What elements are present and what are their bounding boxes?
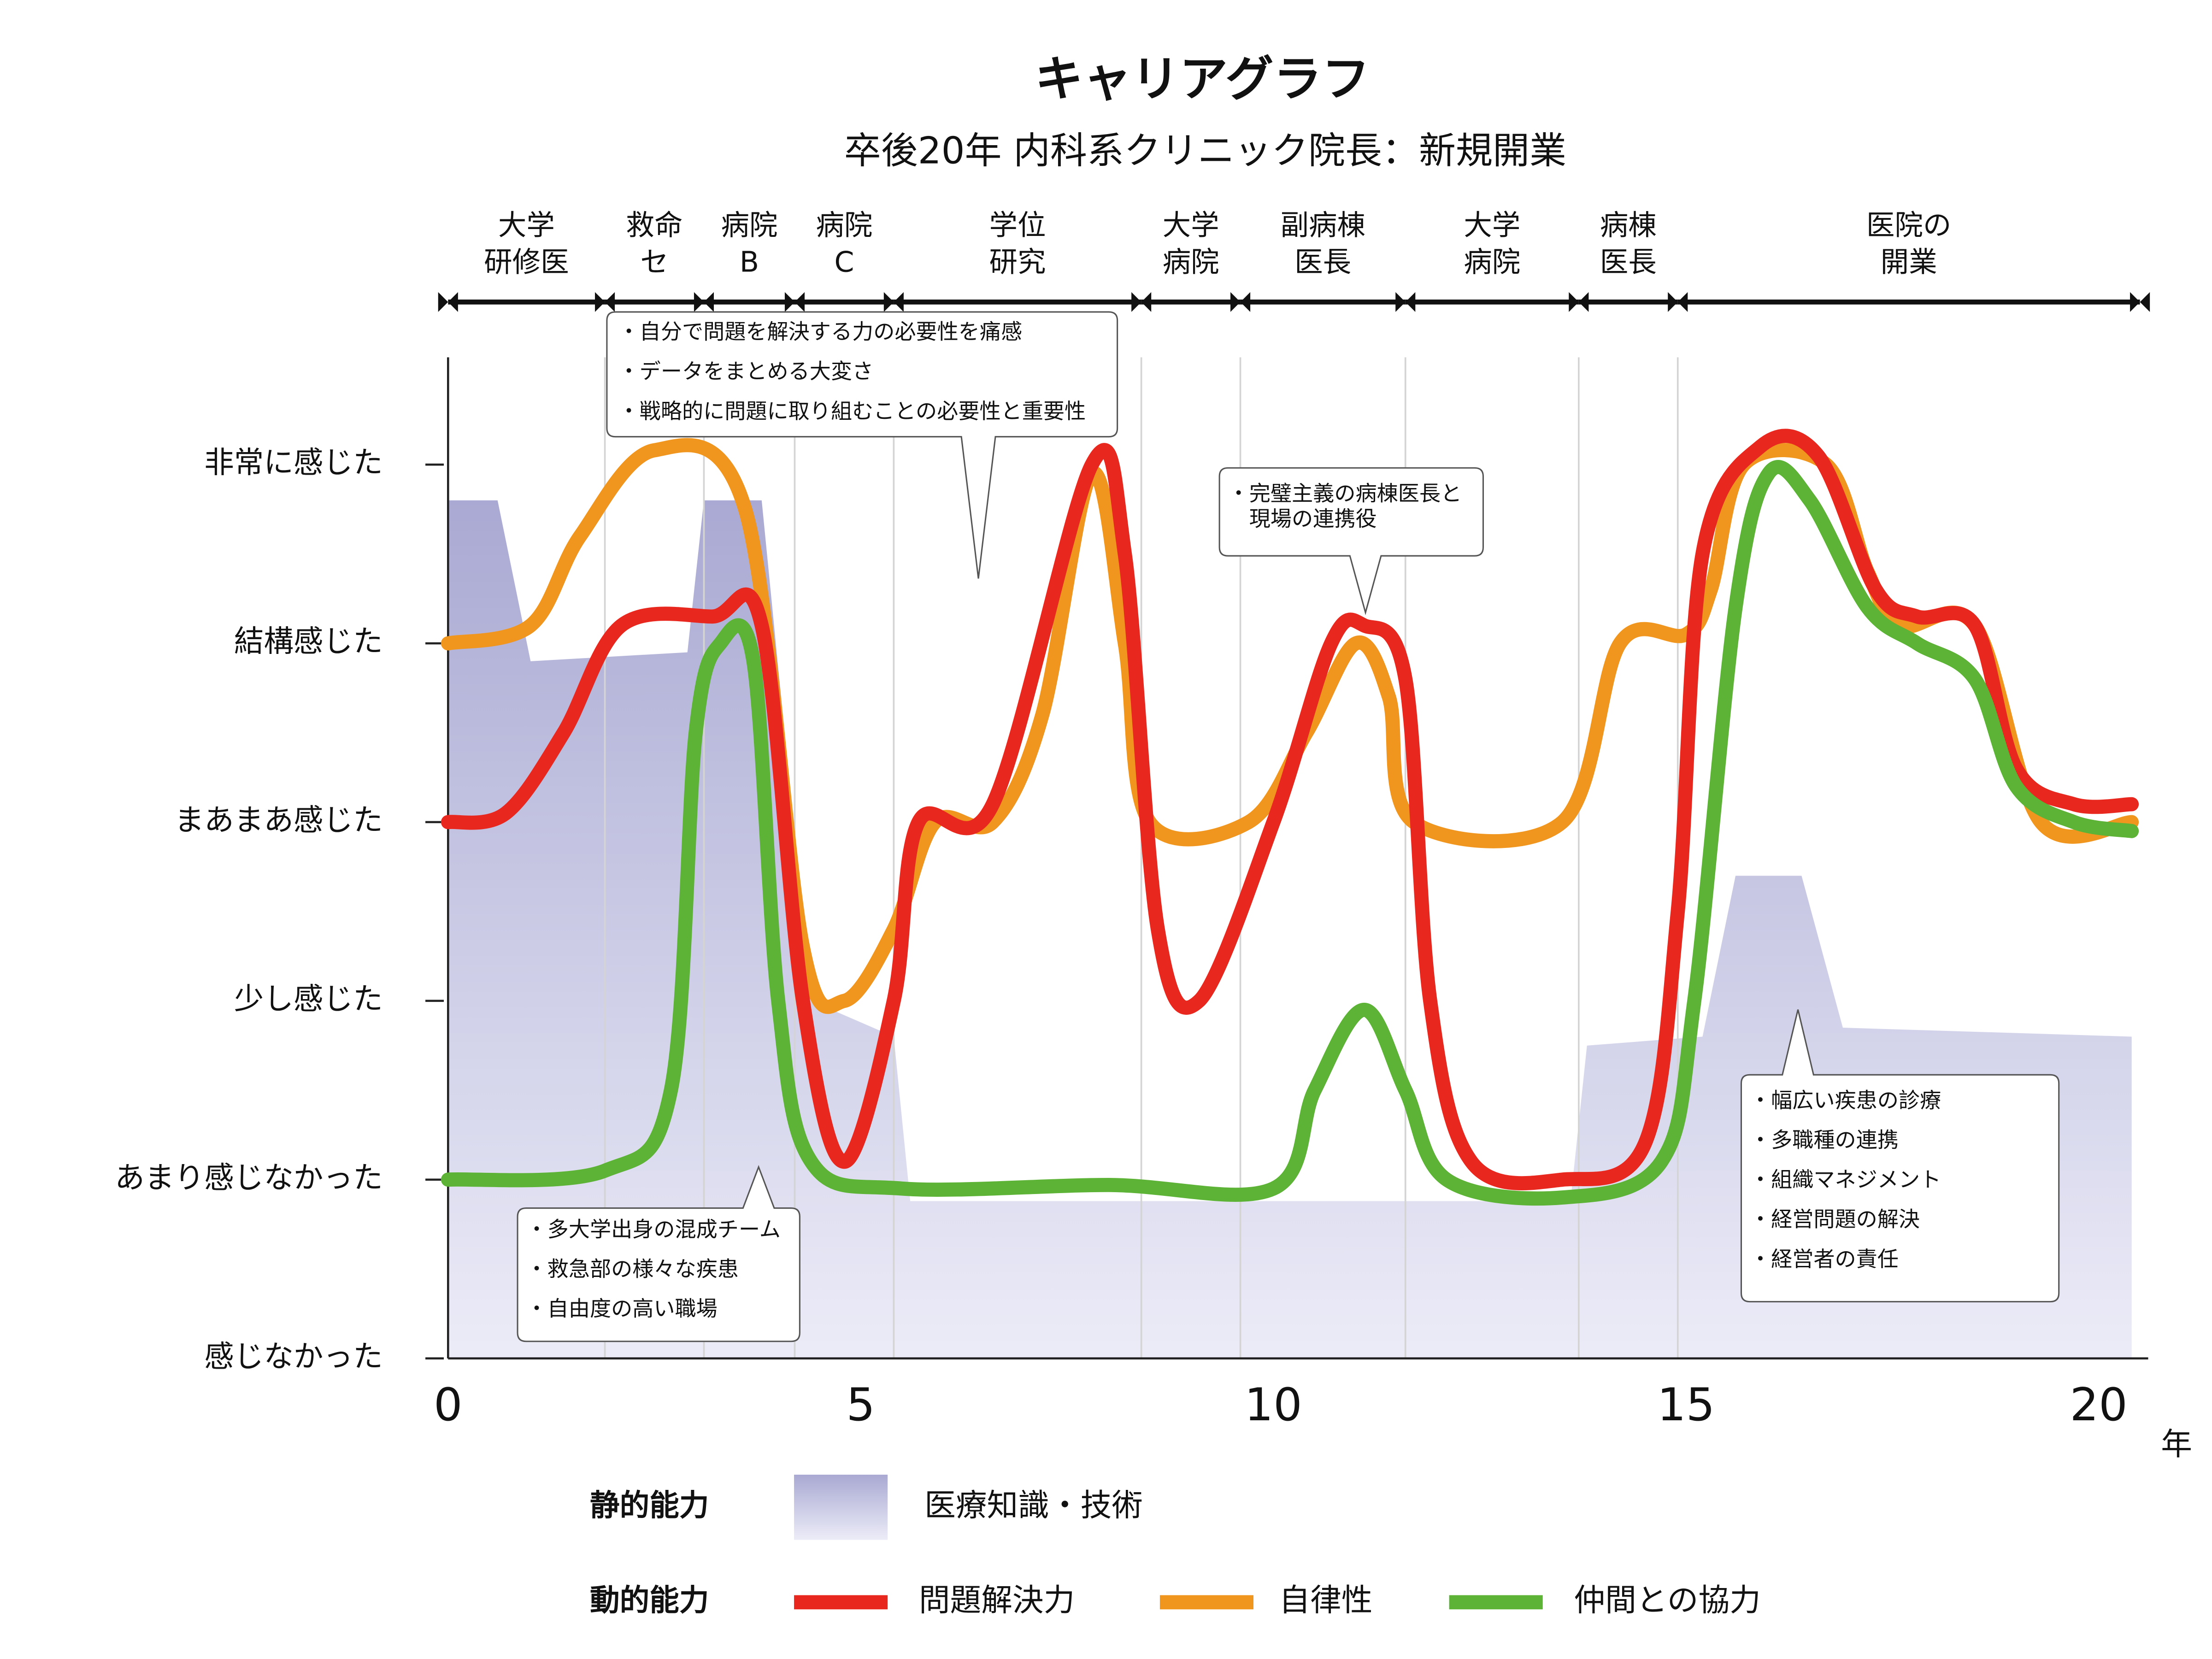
period-marker [1230, 292, 1251, 312]
callout: ・完璧主義の病棟医長と 現場の連携役 [1218, 467, 1484, 616]
legend-group-label: 動的能力 [590, 1583, 709, 1618]
callout-text: ・多職種の連携 [1750, 1127, 1899, 1152]
callout: ・幅広い疾患の診療・多職種の連携・組織マネジメント・経営問題の解決・経営者の責任 [1740, 1009, 2060, 1303]
x-tick-label: 15 [1657, 1379, 1715, 1431]
callout-box [606, 311, 1118, 579]
period-label: 病院 [1464, 245, 1520, 278]
callout-text: ・幅広い疾患の診療 [1750, 1088, 1941, 1112]
chart-subtitle: 卒後20年 内科系クリニック院長：新規開業 [844, 129, 1566, 172]
period-label: 救命 [626, 208, 683, 241]
legend-label: 問題解決力 [919, 1582, 1075, 1618]
callout-text: ・データをまとめる大変さ [618, 359, 874, 384]
period-label: C [834, 245, 854, 278]
period-marker [1395, 292, 1416, 312]
period-label: 医長 [1294, 245, 1351, 278]
period-label: セ [640, 245, 669, 278]
legend-label: 医療知識・技術 [924, 1487, 1143, 1523]
area [448, 500, 2132, 1359]
x-axis-unit: 年 [2161, 1426, 2192, 1462]
x-tick-label: 0 [434, 1379, 463, 1431]
period-label: 研修医 [484, 245, 569, 278]
period-label: 病院 [721, 208, 777, 241]
period-label: 副病棟 [1280, 208, 1365, 241]
callout-text: ・救急部の様々な疾患 [526, 1256, 739, 1281]
y-tick-label: 感じなかった [204, 1339, 383, 1374]
callout-text: ・組織マネジメント [1750, 1167, 1941, 1192]
line [441, 460, 2139, 1206]
period-label: 病棟 [1600, 208, 1657, 241]
legend-swatch [794, 1475, 888, 1540]
y-tick-label: まあまあ感じた [175, 803, 383, 838]
chart-title: キャリアグラフ [1035, 51, 1370, 107]
callout-text: ・経営問題の解決 [1750, 1207, 1920, 1232]
y-tick-label: 結構感じた [234, 624, 383, 659]
callout-box [1740, 1009, 2060, 1303]
callout-text: ・自由度の高い職場 [526, 1296, 718, 1321]
period-label: B [740, 245, 759, 278]
period-label: 病院 [816, 208, 872, 241]
line [441, 429, 2139, 1190]
x-tick-label: 5 [846, 1379, 875, 1431]
period-label: 医院の [1866, 208, 1952, 241]
period-marker [1131, 292, 1152, 312]
x-tick-label: 10 [1245, 1379, 1302, 1431]
legend-label: 自律性 [1279, 1582, 1372, 1618]
legend-label: 仲間との協力 [1574, 1582, 1760, 1618]
period-label: 大学 [1464, 208, 1520, 241]
callout-text: ・自分で問題を解決する力の必要性を痛感 [618, 319, 1023, 344]
callout-text: ・経営者の責任 [1750, 1247, 1899, 1271]
period-label: 大学 [1163, 208, 1219, 241]
period-label: 学位 [989, 208, 1046, 241]
callout-box [517, 1165, 800, 1342]
callout: ・自分で問題を解決する力の必要性を痛感・データをまとめる大変さ・戦略的に問題に取… [606, 311, 1118, 579]
x-tick-label: 20 [2070, 1379, 2127, 1431]
period-label: 病院 [1163, 245, 1219, 278]
callout-text: 現場の連携役 [1228, 506, 1377, 531]
callout-text: ・完璧主義の病棟医長と [1228, 481, 1462, 506]
callout: ・多大学出身の混成チーム・救急部の様々な疾患・自由度の高い職場 [517, 1165, 800, 1342]
period-label: 医長 [1600, 245, 1657, 278]
period-label: 開業 [1881, 245, 1937, 278]
y-tick-label: 少し感じた [234, 982, 383, 1016]
period-label: 研究 [989, 245, 1046, 278]
y-tick-label: あまり感じなかった [115, 1160, 382, 1195]
period-label: 大学 [498, 208, 555, 241]
callout-text: ・多大学出身の混成チーム [526, 1217, 781, 1241]
callout-text: ・戦略的に問題に取り組むことの必要性と重要性 [618, 399, 1086, 424]
y-tick-label: 非常に感じた [204, 446, 383, 480]
legend-group-label: 静的能力 [590, 1488, 709, 1523]
callout-box [1218, 467, 1484, 616]
